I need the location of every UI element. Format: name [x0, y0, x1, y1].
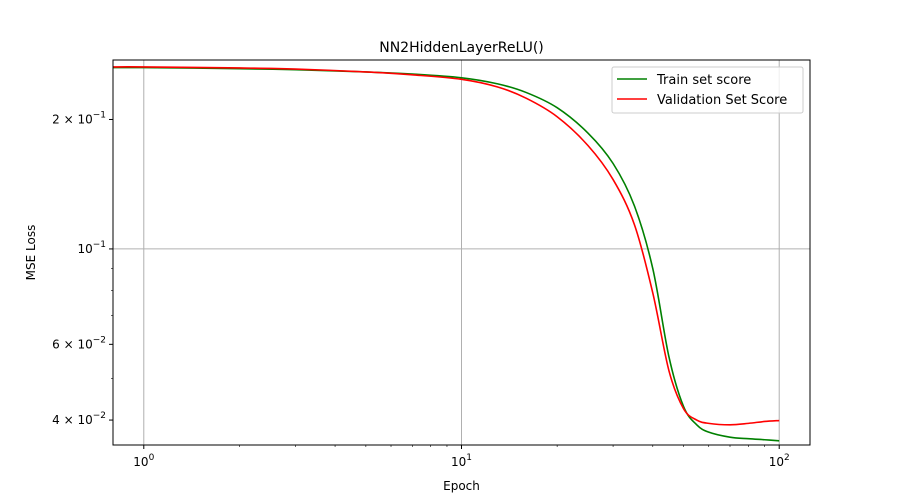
grid-lines — [113, 60, 810, 445]
legend-frame — [611, 66, 804, 114]
y-tick-label: 6 × 10−2 — [52, 335, 106, 351]
legend: Train set score Validation Set Score — [611, 66, 804, 114]
series-line-validation-set-score — [112, 66, 780, 426]
ticks: 100 101 102 4 × 10−2 6 × 10−2 10−1 2 × 10−1 — [52, 110, 790, 469]
x-axis-label: Epoch — [443, 479, 480, 493]
x-tick-label: 102 — [769, 453, 790, 469]
x-tick-label: 101 — [451, 453, 472, 469]
y-tick-label: 4 × 10−2 — [52, 411, 106, 427]
x-tick-label: 100 — [133, 453, 154, 469]
legend-label: Train set score — [656, 73, 751, 88]
series-line-train-set-score — [112, 66, 780, 442]
legend-label: Validation Set Score — [657, 93, 787, 108]
y-axis-label: MSE Loss — [24, 225, 38, 281]
chart-title: NN2HiddenLayerReLU() — [379, 40, 544, 56]
series-layer — [112, 66, 780, 442]
y-tick-label: 2 × 10−1 — [52, 110, 106, 126]
y-tick-label: 10−1 — [77, 240, 106, 256]
